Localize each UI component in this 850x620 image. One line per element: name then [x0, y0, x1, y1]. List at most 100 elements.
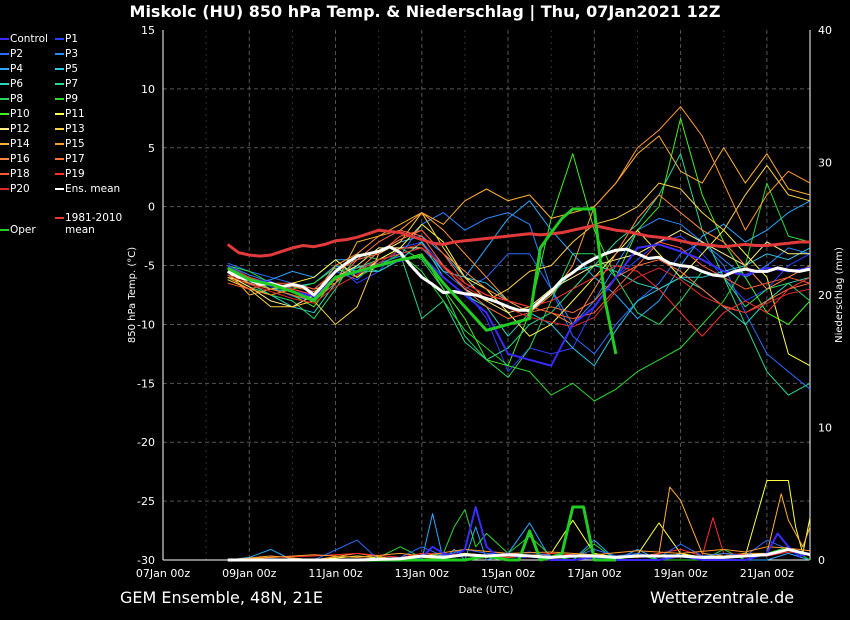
legend-item-1981-2010-mean: 1981-2010 mean — [55, 212, 127, 236]
legend-swatch — [55, 113, 64, 115]
temp-line-p3 — [227, 212, 811, 325]
precip-line-p19 — [227, 517, 811, 561]
y-tick-label: 15 — [141, 24, 155, 37]
legend-swatch — [55, 53, 64, 55]
legend-label: P12 — [10, 123, 30, 135]
legend-label: P3 — [65, 48, 79, 60]
legend-swatch — [0, 113, 9, 115]
temp-line-p14 — [227, 135, 811, 296]
temp-line-p10 — [227, 117, 811, 367]
temp-line-p11 — [227, 223, 811, 367]
legend-swatch — [0, 188, 9, 190]
legend-swatch — [55, 128, 64, 130]
precip-line-p14 — [227, 486, 811, 561]
legend-swatch — [55, 173, 64, 175]
legend-label: P11 — [65, 108, 85, 120]
legend-item-p18: P18 — [0, 168, 30, 180]
temp-line-p4 — [227, 200, 811, 320]
temp-line-p19 — [227, 247, 811, 337]
legend-item-ens-mean: Ens. mean — [55, 183, 120, 195]
temp-line-p8 — [227, 247, 811, 378]
temp-line-p13 — [227, 164, 811, 325]
legend-swatch — [55, 68, 64, 70]
temp-line-p6 — [227, 241, 811, 337]
y-tick-label: -20 — [137, 436, 155, 449]
legend-label: P14 — [10, 138, 30, 150]
legend-swatch — [55, 217, 64, 219]
y2-tick-label: 40 — [818, 24, 832, 37]
y2-tick-label: 10 — [818, 422, 832, 435]
legend-label: P6 — [10, 78, 24, 90]
legend-item-p1: P1 — [55, 33, 78, 45]
y-tick-label: -5 — [144, 260, 155, 273]
legend-swatch — [55, 143, 64, 145]
legend-label: P10 — [10, 108, 30, 120]
legend: Control P1 P2 P3 P4 P5 P6 P7 P8 P9 P10 P11 P12 P13 P14… — [0, 33, 125, 243]
temp-line-oper — [226, 207, 618, 355]
legend-label: P20 — [10, 183, 30, 195]
x-tick-label: 21Jan 00z — [740, 567, 794, 580]
legend-label: P17 — [65, 153, 85, 165]
precip-line-oper — [227, 505, 616, 562]
legend-label: P18 — [10, 168, 30, 180]
legend-label: P5 — [65, 63, 79, 75]
legend-swatch — [0, 143, 9, 145]
temp-line-p2 — [227, 241, 811, 390]
temp-line-p9 — [227, 182, 811, 402]
precip-line-p11 — [227, 480, 811, 561]
legend-item-p9: P9 — [55, 93, 78, 105]
y-tick-label: 10 — [141, 83, 155, 96]
legend-label: P9 — [65, 93, 79, 105]
legend-swatch — [0, 68, 9, 70]
y-tick-label: 0 — [148, 201, 155, 214]
temp-line-p15 — [227, 106, 811, 314]
legend-swatch — [0, 38, 9, 40]
legend-item-p6: P6 — [0, 78, 23, 90]
temp-line-1981-2010-mean — [226, 224, 810, 258]
legend-swatch — [0, 173, 9, 175]
series-layer — [226, 106, 811, 562]
legend-swatch — [0, 98, 9, 100]
legend-swatch — [55, 98, 64, 100]
y-tick-label: -15 — [137, 377, 155, 390]
legend-item-p15: P15 — [55, 138, 85, 150]
footer-model-info: GEM Ensemble, 48N, 21E — [120, 588, 323, 607]
legend-label: P8 — [10, 93, 24, 105]
legend-item-oper: Oper — [0, 224, 36, 236]
legend-label: P16 — [10, 153, 30, 165]
legend-label: 1981-2010 mean — [65, 212, 123, 236]
legend-item-p2: P2 — [0, 48, 23, 60]
legend-item-p7: P7 — [55, 78, 78, 90]
temp-line-p5 — [227, 241, 811, 367]
x-tick-label: 15Jan 00z — [481, 567, 535, 580]
precip-line-control — [227, 506, 811, 561]
x-tick-label: 11Jan 00z — [308, 567, 362, 580]
legend-item-p11: P11 — [55, 108, 85, 120]
legend-item-p10: P10 — [0, 108, 30, 120]
x-tick-label: 07Jan 00z — [136, 567, 190, 580]
y-axis-label: 850 hPa Temp. (°C) — [127, 247, 138, 343]
temp-line-p18 — [227, 229, 811, 320]
legend-swatch — [0, 53, 9, 55]
temp-line-control — [227, 243, 811, 367]
x-tick-label: 13Jan 00z — [395, 567, 449, 580]
legend-label: P19 — [65, 168, 85, 180]
legend-swatch — [55, 188, 64, 190]
precip-line-p9 — [227, 509, 811, 561]
legend-swatch — [55, 38, 64, 40]
legend-swatch — [0, 128, 9, 130]
y2-tick-label: 30 — [818, 157, 832, 170]
temp-line-p1 — [227, 235, 811, 373]
legend-label: Oper — [10, 224, 36, 236]
legend-label: P7 — [65, 78, 79, 90]
precip-line-p2 — [227, 539, 811, 561]
legend-item-p8: P8 — [0, 93, 23, 105]
legend-item-p20: P20 — [0, 183, 30, 195]
footer-source: Wetterzentrale.de — [650, 588, 795, 607]
y-tick-label: 5 — [148, 142, 155, 155]
precip-line-p15 — [227, 546, 811, 561]
temp-line-p7 — [227, 153, 811, 396]
precip-line-p4 — [227, 513, 811, 561]
temp-line-p16 — [227, 194, 811, 325]
